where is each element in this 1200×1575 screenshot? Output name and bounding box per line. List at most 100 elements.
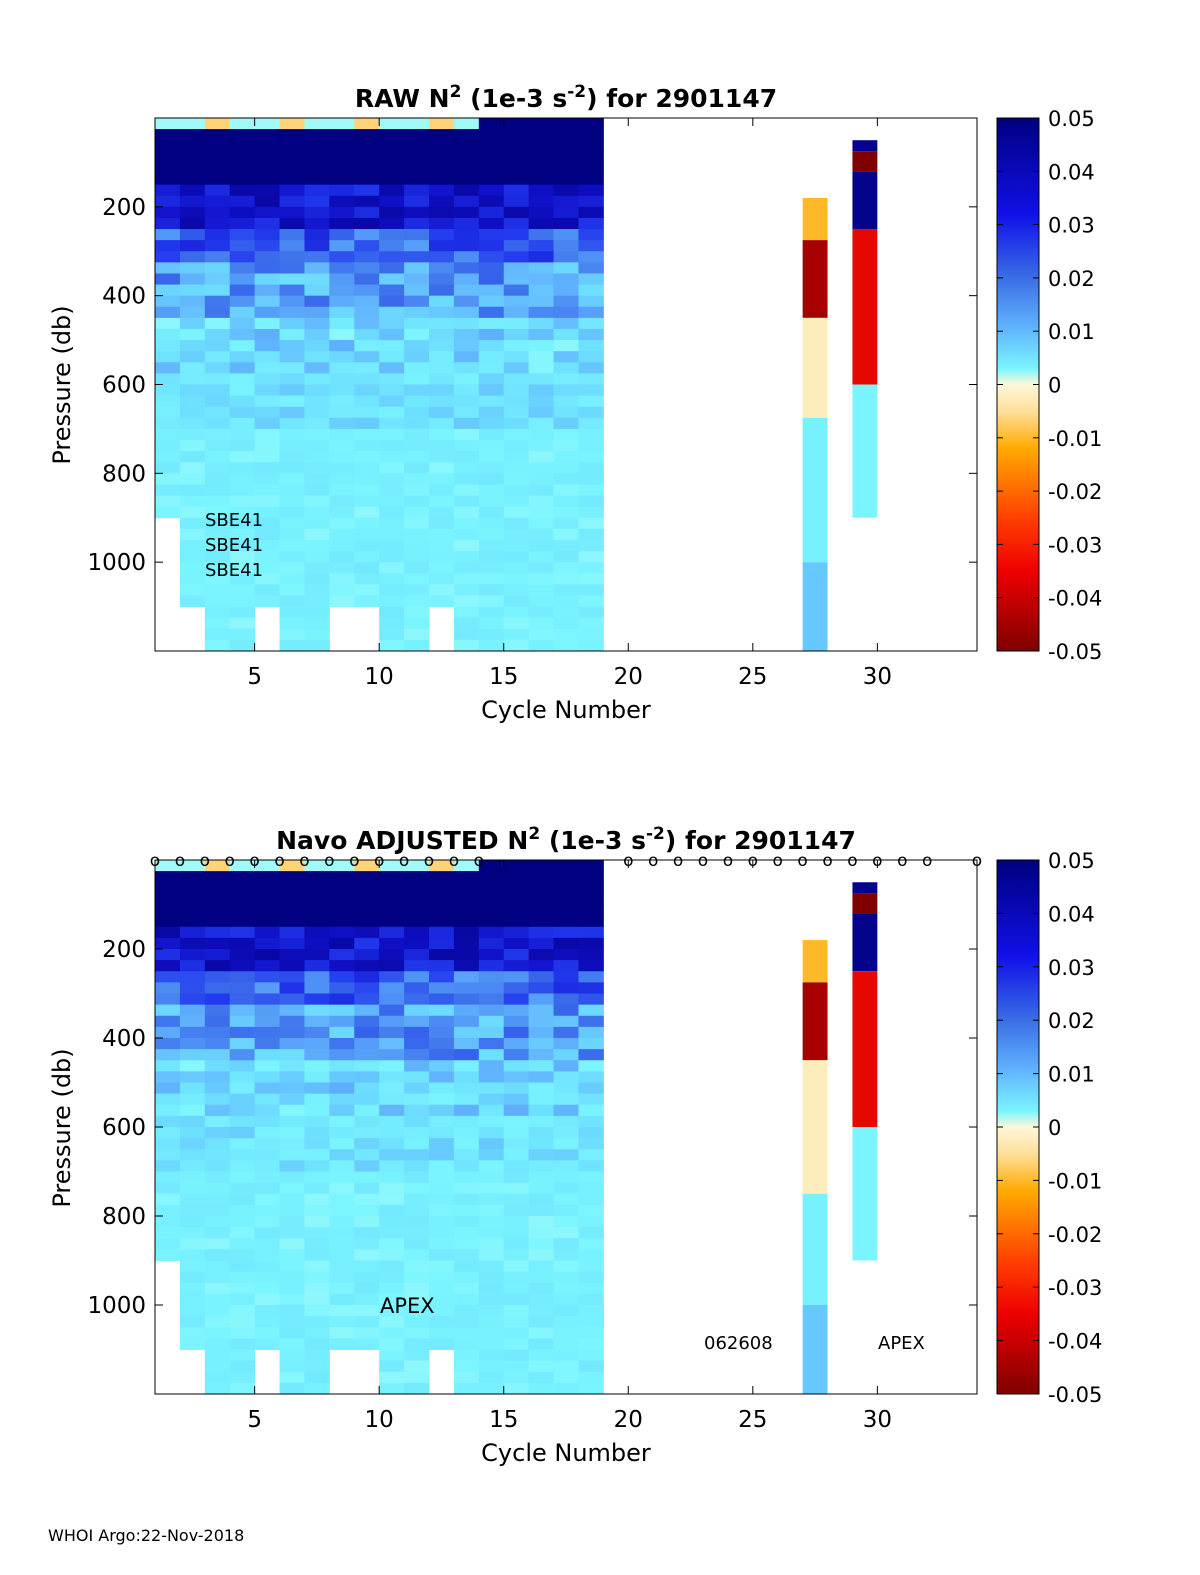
heatmap-cell [478,1038,505,1050]
heatmap-cell [503,871,530,883]
heatmap-cell [329,1004,355,1017]
profile-segment-cycle-27 [802,1305,828,1394]
heatmap-cell [229,1093,256,1106]
heatmap-cell [478,937,505,950]
profile-segment-cycle-29 [852,1127,878,1261]
heatmap-cell [379,1015,405,1028]
heatmap-cell [229,584,256,596]
heatmap-cell [179,937,206,950]
heatmap-cell [379,562,405,574]
heatmap-cell [204,606,231,619]
heatmap-cell [453,1115,480,1128]
heatmap-cell [453,1160,480,1173]
heatmap-cell [453,462,480,474]
heatmap-cell [528,1160,555,1173]
heatmap-cell [304,551,330,563]
profile-segment-cycle-29 [852,913,878,972]
heatmap-cell [354,926,380,939]
heatmap-cell [453,1349,480,1362]
heatmap-cell [329,551,355,563]
heatmap-cell [279,1127,305,1139]
heatmap-cell [229,129,256,141]
heatmap-cell [204,1360,231,1373]
heatmap-cell [155,1160,181,1173]
heatmap-cell [179,1271,206,1284]
heatmap-cell [204,417,231,430]
heatmap-cell [279,595,305,608]
heatmap-cell [429,1216,455,1228]
heatmap-cell [254,206,281,219]
heatmap-cell [404,440,430,452]
cycle-marker: o [972,851,982,871]
heatmap-cell [453,262,480,274]
heatmap-cell [429,373,455,385]
heatmap-cell [478,993,505,1006]
heatmap-cell [379,1160,405,1173]
heatmap-cell [553,1038,579,1050]
heatmap-cell [155,240,181,252]
heatmap-cell [354,406,380,419]
heatmap-cell [528,351,555,363]
heatmap-cell [578,406,604,419]
heatmap-cell [578,1038,604,1050]
heatmap-cell [578,871,604,883]
heatmap-cell [503,506,530,519]
heatmap-cell [254,1193,281,1206]
heatmap-cell [528,860,555,872]
heatmap-cell [279,1049,305,1061]
heatmap-cell [279,1360,305,1373]
heatmap-cell [204,206,231,219]
heatmap-cell [354,1026,380,1039]
heatmap-cell [329,184,355,197]
heatmap-cell [279,1204,305,1217]
heatmap-cell [379,617,405,630]
heatmap-cell [329,1204,355,1217]
heatmap-cell [478,1282,505,1295]
heatmap-cell [304,915,330,928]
heatmap-cell [304,1093,330,1106]
heatmap-cell [155,306,181,319]
heatmap-cell [429,1071,455,1084]
heatmap-cell [179,1127,206,1139]
heatmap-cell [229,860,256,872]
heatmap-cell [354,1127,380,1139]
heatmap-cell [254,217,281,230]
heatmap-cell [155,406,181,419]
heatmap-cell [553,506,579,519]
heatmap-cell [155,926,181,939]
heatmap-cell [204,495,231,508]
heatmap-cell [578,217,604,230]
heatmap-cell [254,1015,281,1028]
heatmap-cell [304,351,330,363]
heatmap-cell [204,562,231,574]
heatmap-cell [553,1015,579,1028]
heatmap-cell [578,317,604,330]
heatmap-cell [578,184,604,197]
heatmap-cell [254,993,281,1006]
heatmap-cell [429,1282,455,1295]
heatmap-cell [503,1071,530,1084]
heatmap-cell [229,1015,256,1028]
heatmap-cell [304,606,330,619]
heatmap-cell [204,484,231,497]
heatmap-cell [155,893,181,906]
heatmap-cell [503,628,530,641]
heatmap-cell [229,971,256,983]
heatmap-cell [379,1138,405,1150]
heatmap-cell [254,926,281,939]
colorbar-tick-label: 0.04 [1048,160,1095,184]
heatmap-cell [503,551,530,563]
heatmap-cell [553,173,579,186]
heatmap-cell [155,1249,181,1262]
heatmap-cell [279,982,305,995]
heatmap-cell [304,184,330,197]
heatmap-cell [379,960,405,972]
heatmap-cell [179,451,206,463]
heatmap-cell [379,1004,405,1017]
heatmap-cell [329,340,355,352]
heatmap-cell [354,551,380,563]
heatmap-cell [179,904,206,917]
heatmap-cell [279,1060,305,1072]
heatmap-cell [553,1160,579,1173]
heatmap-cell [503,362,530,374]
